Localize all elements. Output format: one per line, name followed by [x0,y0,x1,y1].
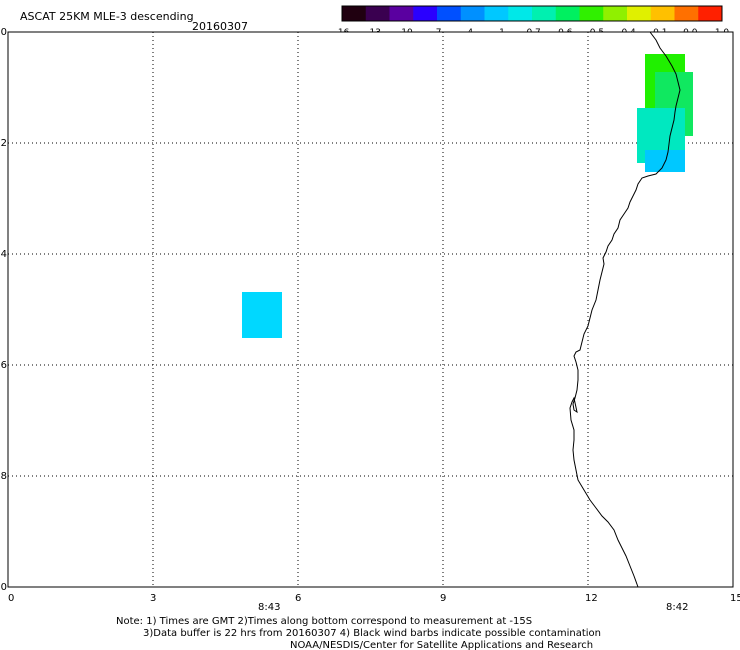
x-tick-label: 15 [730,593,740,604]
y-tick-label: -14 [0,249,7,260]
note-line-3: NOAA/NESDIS/Center for Satellite Applica… [290,640,593,650]
x-tick-label: 3 [150,593,156,604]
colorbar-swatch [508,6,533,21]
colorbar-swatch [342,6,367,21]
colorbar-swatch [460,6,485,21]
x-axis-tick-labels: 0 3 6 9 12 15 [8,593,740,604]
colorbar-swatch [484,6,509,21]
colorbar-swatch [555,6,580,21]
y-tick-label: -10 [0,27,7,38]
colorbar-swatch [389,6,414,21]
map-title: ASCAT 25KM MLE-3 descending [20,10,194,23]
x-tick-label: 0 [8,593,14,604]
colorbar-swatch [413,6,438,21]
colorbar-swatch [698,6,723,21]
colorbar-swatch [603,6,628,21]
colorbar-swatch [674,6,699,21]
y-tick-label: -16 [0,360,7,371]
y-tick-label: -20 [0,582,7,593]
colorbar-swatch [650,6,675,21]
colorbar-swatch [627,6,652,21]
x-tick-label: 12 [585,593,598,604]
coastline [569,31,681,588]
plot-frame [7,31,734,588]
x-tick-label: 9 [440,593,446,604]
wind-cell-offshore [242,292,282,338]
y-axis-tick-labels: -10 -12 -14 -16 -18 -20 [0,27,7,593]
note-line-1: Note: 1) Times are GMT 2)Times along bot… [116,616,532,627]
gridlines [8,32,733,587]
colorbar-swatch [437,6,462,21]
x-tick-label: 6 [295,593,301,604]
pass-time-right: 8:42 [666,602,688,613]
colorbar [341,5,723,22]
note-line-2: 3)Data buffer is 22 hrs from 20160307 4)… [143,628,601,639]
colorbar-border [341,5,723,22]
y-tick-label: -12 [0,138,7,149]
colorbar-swatch [579,6,604,21]
colorbar-swatch [365,6,390,21]
colorbar-swatch [532,6,557,21]
pass-time-left: 8:43 [258,602,280,613]
y-tick-label: -18 [0,471,7,482]
map-date: 20160307 [192,20,248,33]
